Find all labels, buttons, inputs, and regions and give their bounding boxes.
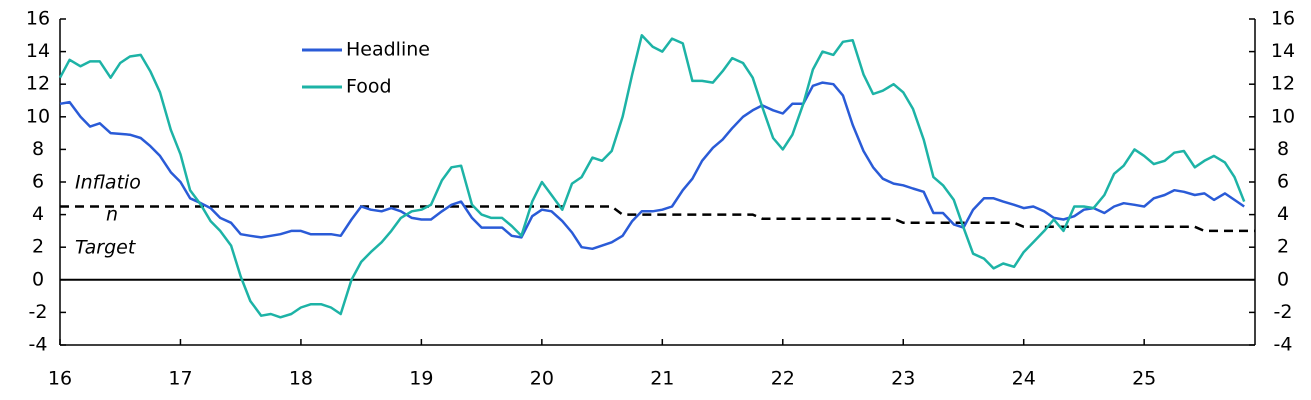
y-tick-label: 2 [32,236,44,258]
y-tick-label: -4 [29,334,48,356]
legend-label: Food [346,76,392,98]
x-tick-label: 19 [409,368,433,390]
x-tick-label: 22 [771,368,795,390]
y2-tick-label: 0 [1277,268,1289,290]
y2-tick-label: 2 [1277,236,1289,258]
y-tick-label: 16 [26,8,50,30]
y2-tick-label: -2 [1274,301,1293,323]
y-tick-label: 14 [26,40,50,62]
x-tick-label: 21 [650,368,674,390]
y-tick-label: 4 [32,203,44,225]
target-label: Target [75,237,137,259]
y-tick-label: 6 [32,171,44,193]
y2-tick-label: 12 [1271,73,1295,95]
y2-tick-label: 14 [1271,40,1295,62]
legend-label: Headline [346,39,430,61]
target-label: Inflatio [75,172,141,194]
y2-tick-label: 4 [1277,203,1289,225]
x-tick-label: 25 [1132,368,1156,390]
y-tick-label: 12 [26,73,50,95]
series-line [59,81,1245,251]
x-tick-label: 20 [530,368,554,390]
target-line [60,205,1255,233]
target-label: n [106,204,118,226]
y2-tick-label: 8 [1277,138,1289,160]
y-tick-label: 0 [32,268,44,290]
y2-tick-label: -4 [1274,334,1293,356]
y2-tick-label: 10 [1271,105,1295,127]
y2-tick-label: 6 [1277,171,1289,193]
x-tick-label: 18 [289,368,313,390]
x-tick-label: 23 [891,368,915,390]
x-tick-label: 17 [168,368,192,390]
y2-tick-label: 16 [1271,8,1295,30]
series-line [58,34,1246,319]
x-tick-label: 16 [48,368,72,390]
y-tick-label: 8 [32,138,44,160]
y-tick-label: 10 [26,105,50,127]
x-tick-label: 24 [1012,368,1036,390]
y-tick-label: -2 [29,301,48,323]
